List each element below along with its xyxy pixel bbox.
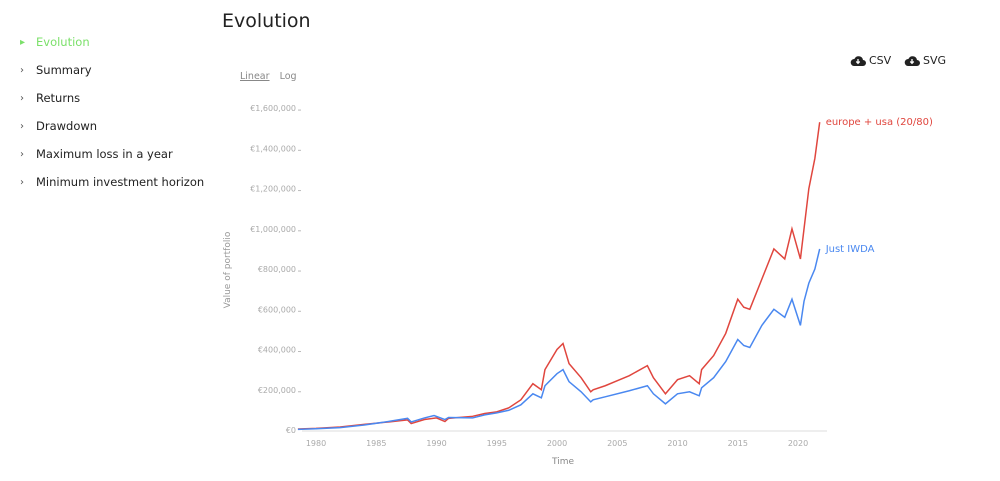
- nav-label: Evolution: [36, 35, 90, 49]
- nav-item-min-horizon[interactable]: › Minimum investment horizon: [20, 168, 204, 196]
- y-axis-label: Value of portfolio: [223, 231, 233, 308]
- chevron-right-icon: ›: [20, 120, 24, 132]
- x-tick-label: 2010: [667, 439, 687, 448]
- nav-item-returns[interactable]: › Returns: [20, 84, 204, 112]
- linear-scale-button[interactable]: Linear: [240, 71, 270, 82]
- y-tick-label: €0: [286, 426, 296, 435]
- chevron-right-icon: ›: [20, 148, 24, 160]
- y-tick-label: €200,000: [258, 386, 296, 395]
- y-tick-label: €1,400,000: [250, 144, 296, 153]
- series-label: Just IWDA: [825, 244, 875, 255]
- sidebar-nav: ▸ Evolution › Summary › Returns › Drawdown ›…: [20, 28, 204, 196]
- chevron-right-icon: ▸: [20, 36, 26, 48]
- download-svg-button[interactable]: SVG: [904, 54, 946, 67]
- nav-label: Maximum loss in a year: [36, 147, 173, 161]
- chevron-right-icon: ›: [20, 64, 24, 76]
- x-tick-label: 1985: [366, 439, 386, 448]
- log-scale-button[interactable]: Log: [279, 71, 297, 82]
- x-tick-label: 2020: [788, 439, 808, 448]
- csv-label: CSV: [869, 54, 892, 67]
- scale-toggle: Linear Log: [240, 71, 304, 82]
- y-tick-label: €400,000: [258, 346, 296, 355]
- nav-label: Drawdown: [36, 119, 98, 133]
- page-title: Evolution: [222, 10, 311, 32]
- x-tick-label: 1980: [306, 439, 326, 448]
- x-axis-label: Time: [551, 457, 574, 467]
- chevron-right-icon: ›: [20, 176, 24, 188]
- nav-item-summary[interactable]: › Summary: [20, 56, 204, 84]
- nav-item-evolution[interactable]: ▸ Evolution: [20, 28, 204, 56]
- x-tick-label: 2015: [728, 439, 748, 448]
- series-line-0: [297, 122, 821, 430]
- x-tick-label: 2005: [607, 439, 627, 448]
- y-tick-label: €800,000: [258, 265, 296, 274]
- svg-label: SVG: [923, 54, 947, 67]
- y-tick-label: €1,000,000: [250, 225, 296, 234]
- nav-label: Minimum investment horizon: [36, 175, 205, 189]
- chevron-right-icon: ›: [20, 92, 24, 104]
- x-tick-label: 1995: [487, 439, 507, 448]
- cloud-download-icon: [850, 55, 866, 66]
- cloud-download-icon: [904, 55, 920, 66]
- series-label: europe + usa (20/80): [826, 117, 933, 128]
- x-tick-label: 1990: [426, 439, 446, 448]
- nav-item-drawdown[interactable]: › Drawdown: [20, 112, 204, 140]
- y-tick-label: €1,600,000: [250, 104, 296, 113]
- nav-label: Summary: [36, 63, 92, 77]
- x-tick-label: 2000: [547, 439, 567, 448]
- nav-item-max-loss[interactable]: › Maximum loss in a year: [20, 140, 204, 168]
- y-tick-label: €600,000: [258, 305, 296, 314]
- series-line-1: [297, 248, 821, 431]
- nav-label: Returns: [36, 91, 81, 105]
- download-csv-button[interactable]: CSV: [850, 54, 891, 67]
- y-tick-label: €1,200,000: [250, 185, 296, 194]
